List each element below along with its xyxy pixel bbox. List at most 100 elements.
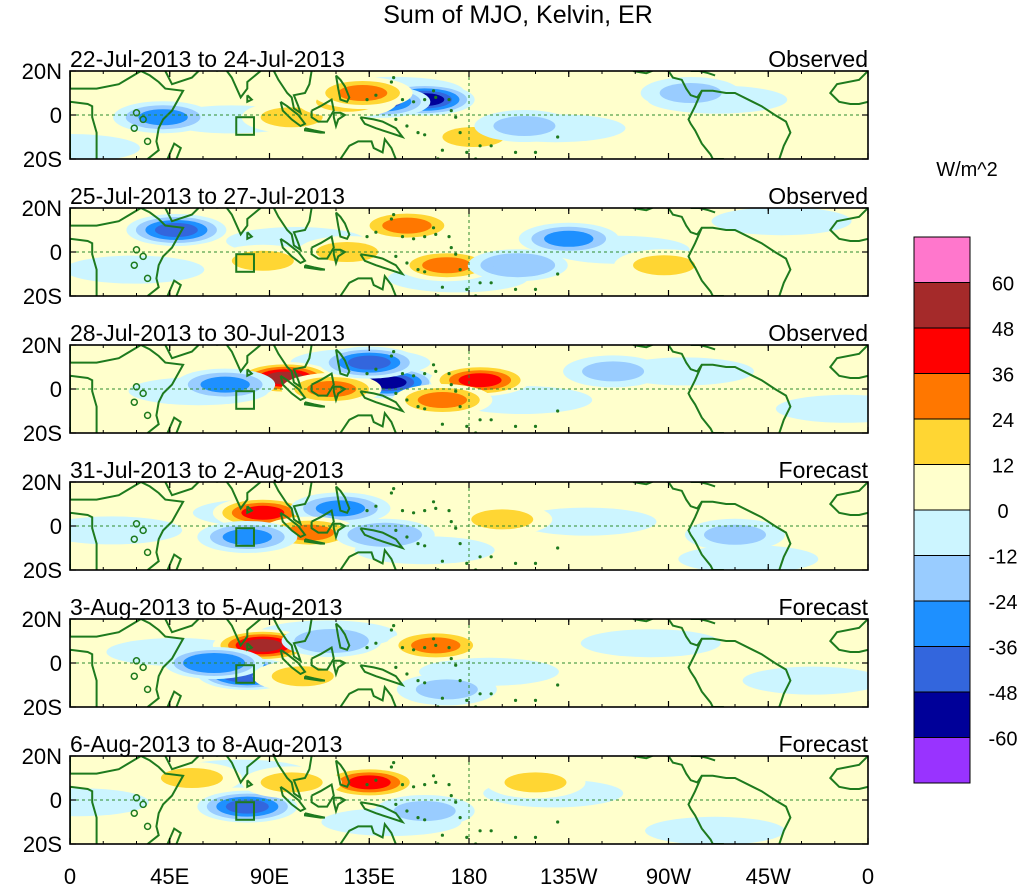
coastline <box>164 482 200 497</box>
anomaly-contour <box>154 223 198 237</box>
coastline <box>216 482 262 511</box>
lake-outline <box>139 526 147 535</box>
island-dot <box>389 354 394 358</box>
coastline <box>279 648 307 676</box>
island-dot <box>434 95 438 99</box>
island-dot <box>556 272 560 276</box>
coastline <box>273 482 313 527</box>
panel-3: 20N 0 20S 28-Jul-2013 to 30-Jul-2013 Observe… <box>22 320 869 446</box>
anomaly-contour <box>347 775 391 790</box>
island-dot <box>434 506 438 510</box>
island-dot <box>449 246 453 250</box>
lake-outline <box>143 548 152 557</box>
y-tick-label: 20N <box>22 607 62 632</box>
coastline <box>216 619 262 648</box>
colorbar-units-label: W/m^2 <box>936 159 998 181</box>
coastline <box>359 116 406 139</box>
island-dot <box>416 405 420 409</box>
coastline <box>304 264 326 271</box>
island-dot <box>423 646 427 650</box>
coastline <box>828 71 868 105</box>
anomaly-contour <box>138 109 188 126</box>
island-dot <box>431 774 436 778</box>
anomaly-contour <box>306 633 357 649</box>
coastline <box>335 74 351 104</box>
x-tick-label: 135W <box>540 864 598 889</box>
coastline <box>166 553 183 570</box>
island-dot <box>483 434 486 437</box>
island-dot <box>434 369 438 373</box>
colorbar-swatch <box>913 555 971 602</box>
island-dot <box>374 230 378 234</box>
anomaly-contour <box>582 361 645 382</box>
coastline <box>279 100 307 128</box>
island-dot <box>416 268 420 272</box>
coastline <box>164 619 200 634</box>
colorbar-swatch <box>913 327 971 374</box>
island-dot <box>478 829 482 833</box>
island-dot <box>389 217 394 221</box>
coastline <box>632 71 792 159</box>
island-dot <box>394 391 398 395</box>
lake-outline <box>139 389 147 398</box>
island-dot <box>458 131 462 135</box>
island-dot <box>392 487 396 491</box>
island-dot <box>423 270 427 274</box>
coastline <box>273 71 313 116</box>
island-dot <box>440 833 444 837</box>
coastline <box>70 345 142 364</box>
island-dot <box>465 287 469 291</box>
anomaly-contour <box>160 768 223 788</box>
coastline <box>273 619 313 664</box>
anomaly-background-patch <box>70 788 149 817</box>
coastline <box>687 501 714 570</box>
anomaly-contour <box>504 772 567 793</box>
colorbar-swatch <box>913 464 971 511</box>
island-dot <box>447 372 451 376</box>
anomaly-contour <box>393 801 456 821</box>
coastline <box>310 783 335 808</box>
y-tick-label: 20N <box>22 470 62 495</box>
x-tick-label: 0 <box>64 864 76 889</box>
lake-outline <box>132 520 141 528</box>
island-dot <box>533 424 538 428</box>
coastline <box>687 364 714 433</box>
island-dot <box>447 783 451 787</box>
island-dot <box>405 124 409 128</box>
island-dot <box>483 297 486 300</box>
coastline <box>70 100 98 159</box>
coastline <box>70 374 98 433</box>
y-tick-label: 20N <box>22 196 62 221</box>
anomaly-contour <box>493 257 543 274</box>
coastline <box>690 71 716 77</box>
coastline <box>279 374 307 402</box>
island-dot <box>447 646 451 650</box>
colorbar-swatch <box>913 737 971 784</box>
island-dot <box>489 829 493 833</box>
lake-outline <box>139 800 147 809</box>
island-dot <box>447 509 451 513</box>
island-dot <box>489 281 493 285</box>
colorbar-tick-label: -60 <box>989 729 1018 751</box>
panel-status-label: Observed <box>768 183 868 209</box>
coastline <box>70 785 98 844</box>
coastline <box>140 619 185 707</box>
anomaly-background-patch <box>678 545 819 570</box>
anomaly-background-patch <box>70 255 205 284</box>
island-dot <box>465 835 469 840</box>
panel-status-label: Observed <box>768 46 868 72</box>
coastline <box>632 619 792 707</box>
coastline <box>246 368 254 378</box>
coastline <box>335 759 351 789</box>
island-dot <box>431 363 436 367</box>
island-dot <box>478 692 482 696</box>
coastline <box>246 94 254 104</box>
x-tick-label: 0 <box>862 864 874 889</box>
coastline <box>332 659 347 678</box>
island-dot <box>389 491 394 495</box>
island-dot <box>423 133 427 137</box>
panel-4: 20N 0 20S 31-Jul-2013 to 2-Aug-2013 Forecast <box>22 457 869 583</box>
island-dot <box>513 287 518 291</box>
colorbar-tick-label: 36 <box>992 365 1014 387</box>
island-dot <box>440 559 444 563</box>
